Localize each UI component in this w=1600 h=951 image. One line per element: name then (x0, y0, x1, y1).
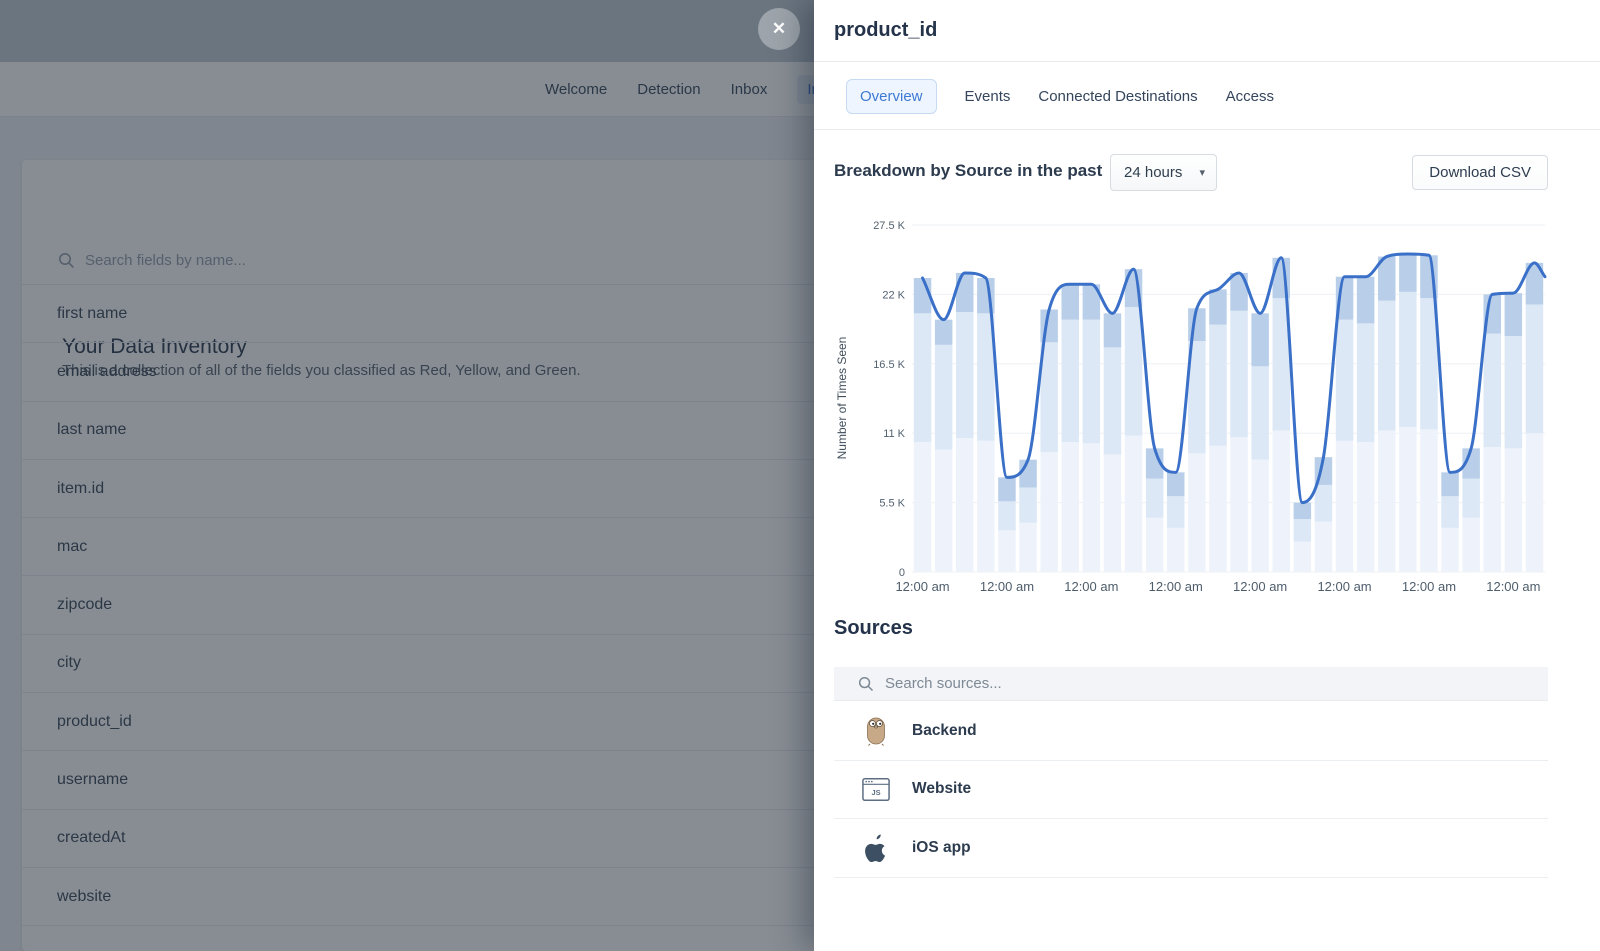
js-browser-icon: JS (862, 774, 890, 804)
svg-text:5.5 K: 5.5 K (879, 498, 905, 510)
tab-overview[interactable]: Overview (846, 78, 937, 114)
svg-text:Number of Times Seen: Number of Times Seen (835, 337, 849, 460)
tab-events[interactable]: Events (964, 87, 1011, 105)
gopher-icon (862, 716, 890, 746)
close-button[interactable]: ✕ (758, 8, 800, 50)
close-icon: ✕ (771, 19, 787, 38)
search-icon (858, 676, 874, 691)
download-csv-label: Download CSV (1429, 164, 1531, 181)
sources-title: Sources (834, 617, 913, 639)
source-label: iOS app (912, 838, 971, 856)
sources-list: Backend JS Website iOS app (834, 702, 1548, 878)
svg-text:12:00 am: 12:00 am (1233, 579, 1287, 594)
panel-header: product_id (814, 0, 1600, 62)
source-label: Backend (912, 721, 977, 739)
breakdown-title: Breakdown by Source in the past (834, 161, 1103, 180)
svg-text:16.5 K: 16.5 K (873, 359, 905, 371)
svg-text:11 K: 11 K (883, 428, 905, 440)
caret-down-icon: ▾ (1199, 167, 1205, 179)
breakdown-chart: 0 5.5 K 11 K 16.5 K 22 K 27.5 K Number of Time… (835, 220, 1547, 594)
time-range-select[interactable]: 24 hours ▾ (1110, 154, 1217, 191)
source-row-backend[interactable]: Backend (834, 702, 1548, 761)
sources-search-placeholder: Search sources... (885, 675, 1002, 692)
svg-text:22 K: 22 K (882, 289, 905, 301)
apple-icon (862, 833, 890, 863)
source-row-website[interactable]: JS Website (834, 761, 1548, 819)
svg-text:12:00 am: 12:00 am (1064, 579, 1118, 594)
source-label: Website (912, 780, 972, 798)
svg-text:JS: JS (871, 788, 880, 797)
sources-search-input[interactable]: Search sources... (834, 667, 1548, 701)
source-row-ios-app[interactable]: iOS app (834, 819, 1548, 878)
svg-text:12:00 am: 12:00 am (980, 579, 1034, 594)
breakdown-header: Breakdown by Source in the past 24 hours… (814, 150, 1600, 194)
svg-text:0: 0 (899, 567, 905, 579)
svg-text:12:00 am: 12:00 am (1149, 579, 1203, 594)
field-detail-panel: product_id Overview Events Connected Desti… (814, 0, 1600, 951)
tab-access[interactable]: Access (1225, 87, 1274, 105)
svg-text:12:00 am: 12:00 am (1486, 579, 1540, 594)
tab-connected-destinations[interactable]: Connected Destinations (1038, 87, 1198, 105)
svg-text:12:00 am: 12:00 am (1402, 579, 1456, 594)
panel-title: product_id (834, 19, 938, 41)
panel-tabs: Overview Events Connected Destinations Acce… (814, 63, 1600, 130)
svg-text:12:00 am: 12:00 am (895, 579, 949, 594)
svg-text:27.5 K: 27.5 K (873, 220, 905, 232)
download-csv-button[interactable]: Download CSV (1412, 155, 1548, 190)
svg-text:12:00 am: 12:00 am (1317, 579, 1371, 594)
time-range-value: 24 hours (1124, 164, 1183, 181)
